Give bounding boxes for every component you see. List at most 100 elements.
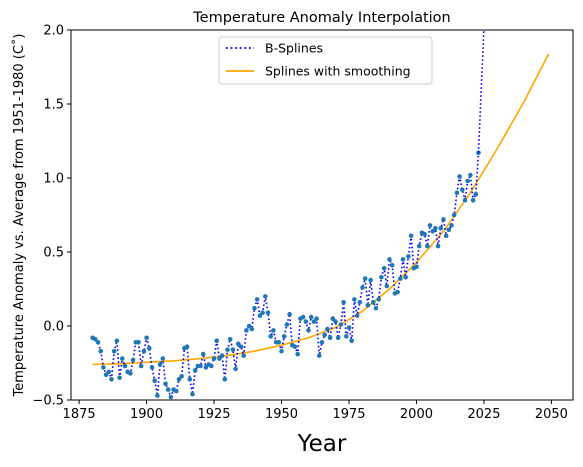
observation-point: [155, 393, 160, 398]
observation-point: [346, 325, 352, 330]
smoothing-spline-layer: [92, 53, 550, 366]
observation-point: [333, 319, 338, 324]
observation-point: [265, 310, 271, 316]
observation-point: [192, 368, 198, 373]
observation-point: [314, 316, 319, 321]
y-axis-ticks: −0.5 0.0 0.5 1.0 1.5 2.0: [32, 24, 71, 409]
observation-point: [149, 365, 155, 370]
observation-point: [330, 316, 336, 321]
observation-point: [460, 187, 465, 193]
x-tick-label: 2050: [535, 407, 568, 422]
x-tick-label: 1950: [265, 407, 298, 422]
x-axis-label: Year: [297, 431, 347, 457]
observation-point: [101, 365, 106, 370]
observation-point: [190, 391, 195, 397]
observation-point: [157, 362, 163, 367]
x-tick-label: 1875: [63, 407, 96, 422]
y-tick-label: −0.5: [32, 394, 64, 409]
observation-point: [352, 297, 357, 302]
observation-point: [109, 377, 114, 382]
observation-point: [322, 332, 328, 338]
y-tick-label: 2.0: [43, 24, 64, 39]
observations-layer: [90, 150, 481, 400]
observation-point: [252, 305, 257, 311]
observation-point: [144, 335, 149, 341]
observation-point: [379, 274, 384, 280]
observation-point: [200, 351, 206, 357]
observation-point: [254, 297, 260, 302]
observation-point: [209, 363, 214, 369]
observation-point: [214, 338, 219, 344]
x-tick-label: 1900: [130, 407, 163, 422]
observation-point: [425, 243, 430, 249]
observation-point: [308, 314, 314, 320]
observation-point: [373, 305, 379, 311]
observation-point: [147, 345, 152, 351]
observation-point: [292, 344, 298, 350]
observation-point: [365, 303, 371, 308]
y-tick-label: 1.0: [43, 172, 64, 187]
observation-point: [416, 243, 422, 249]
observation-point: [284, 322, 290, 327]
observation-point: [376, 297, 382, 302]
observation-point: [198, 363, 203, 369]
observation-point: [398, 276, 403, 281]
observation-point: [306, 328, 311, 333]
observation-point: [406, 254, 411, 259]
observation-point: [281, 334, 287, 339]
observation-point: [295, 351, 301, 357]
observation-point: [387, 257, 392, 262]
observation-point: [211, 356, 217, 361]
observation-point: [168, 394, 174, 400]
observation-point: [179, 374, 184, 379]
observation-point: [465, 178, 471, 184]
observation-point: [430, 229, 436, 234]
observation-point: [246, 323, 252, 329]
observation-point: [422, 231, 427, 237]
observation-point: [160, 356, 166, 361]
observation-point: [222, 377, 228, 382]
observation-point: [360, 285, 365, 290]
observation-point: [344, 334, 349, 339]
observation-point: [384, 283, 390, 289]
observation-point: [260, 310, 265, 316]
legend: B-Splines Splines with smoothing: [218, 36, 433, 85]
x-tick-label: 2025: [467, 407, 500, 422]
observation-point: [457, 174, 462, 179]
observation-point: [279, 348, 284, 354]
observation-point: [317, 353, 322, 358]
observation-point: [236, 341, 241, 347]
observation-point: [276, 340, 282, 345]
observation-point: [230, 347, 236, 353]
x-tick-label: 2000: [400, 407, 433, 422]
observation-point: [400, 257, 406, 262]
observation-point: [319, 340, 325, 345]
observation-point: [136, 340, 141, 345]
observation-point: [395, 289, 400, 295]
observation-point: [341, 300, 346, 305]
b-spline-layer: [477, 30, 485, 153]
observation-point: [470, 197, 476, 203]
observation-point: [433, 226, 438, 231]
plot-frame: [70, 29, 574, 401]
observation-point: [95, 340, 101, 345]
observation-point: [414, 264, 419, 270]
observation-point: [93, 337, 98, 342]
observation-point: [128, 371, 133, 376]
observation-point: [287, 311, 292, 317]
observation-point: [98, 348, 103, 354]
observation-point: [176, 377, 182, 382]
observation-point: [335, 335, 341, 341]
observation-point: [403, 274, 409, 280]
observation-point: [233, 366, 238, 372]
observation-point: [271, 328, 276, 333]
observation-point: [219, 353, 225, 358]
observation-point: [427, 223, 433, 228]
observation-point: [338, 322, 344, 327]
chart-title: Temperature Anomaly Interpolation: [192, 10, 450, 26]
observation-point: [257, 313, 263, 318]
observation-point: [451, 212, 457, 218]
observation-point: [473, 192, 479, 197]
observation-point: [311, 319, 317, 324]
observation-point: [130, 357, 136, 363]
